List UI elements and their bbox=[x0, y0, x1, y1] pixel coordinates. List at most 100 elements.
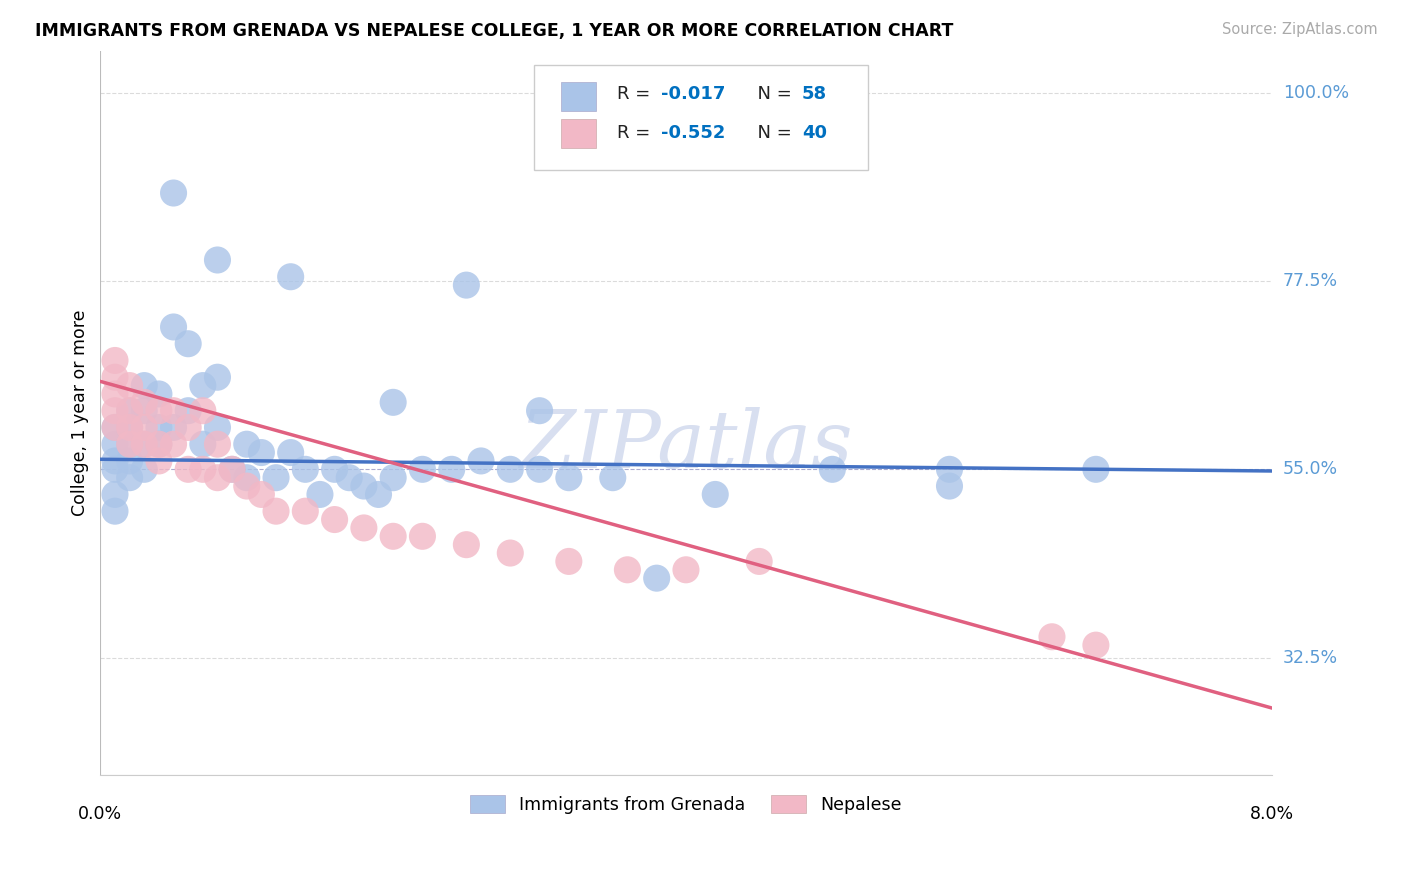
Point bbox=[382, 529, 405, 543]
Point bbox=[645, 571, 668, 585]
Point bbox=[104, 387, 127, 401]
Text: 77.5%: 77.5% bbox=[1282, 272, 1339, 290]
Point bbox=[264, 504, 287, 518]
Text: 0.0%: 0.0% bbox=[79, 805, 122, 823]
Point bbox=[191, 437, 214, 451]
Legend: Immigrants from Grenada, Nepalese: Immigrants from Grenada, Nepalese bbox=[464, 788, 908, 821]
Point bbox=[134, 403, 156, 417]
Text: R =: R = bbox=[617, 123, 655, 142]
Point bbox=[207, 252, 229, 267]
Point bbox=[191, 403, 214, 417]
Point bbox=[148, 454, 170, 468]
Point bbox=[411, 529, 433, 543]
Point bbox=[191, 378, 214, 392]
Point bbox=[236, 471, 259, 485]
Point bbox=[337, 471, 360, 485]
Text: 55.0%: 55.0% bbox=[1282, 460, 1339, 478]
Point bbox=[104, 420, 127, 434]
Point bbox=[221, 462, 243, 476]
Point bbox=[748, 554, 770, 568]
Text: -0.017: -0.017 bbox=[661, 85, 725, 103]
Point bbox=[294, 504, 316, 518]
Point bbox=[529, 403, 551, 417]
Point bbox=[704, 487, 727, 501]
Point bbox=[558, 471, 581, 485]
Point bbox=[280, 269, 302, 284]
Point bbox=[207, 370, 229, 384]
Point bbox=[558, 554, 581, 568]
Point bbox=[134, 462, 156, 476]
Point bbox=[134, 420, 156, 434]
Point bbox=[602, 471, 624, 485]
Point bbox=[118, 471, 141, 485]
Point bbox=[134, 437, 156, 451]
Point bbox=[134, 395, 156, 409]
Point bbox=[148, 387, 170, 401]
Point bbox=[440, 462, 463, 476]
Text: -0.552: -0.552 bbox=[661, 123, 725, 142]
Point bbox=[118, 437, 141, 451]
Point bbox=[118, 454, 141, 468]
Point bbox=[1084, 462, 1107, 476]
Point bbox=[236, 479, 259, 493]
Point bbox=[177, 336, 200, 351]
Point bbox=[207, 420, 229, 434]
Y-axis label: College, 1 year or more: College, 1 year or more bbox=[72, 310, 89, 516]
Point bbox=[1084, 638, 1107, 652]
Point bbox=[134, 378, 156, 392]
Point bbox=[309, 487, 332, 501]
Point bbox=[118, 403, 141, 417]
Point bbox=[104, 403, 127, 417]
Point bbox=[118, 378, 141, 392]
Point bbox=[236, 437, 259, 451]
Point bbox=[104, 504, 127, 518]
Text: 8.0%: 8.0% bbox=[1250, 805, 1294, 823]
Point bbox=[104, 462, 127, 476]
Point bbox=[499, 462, 522, 476]
Point bbox=[207, 471, 229, 485]
Point bbox=[529, 462, 551, 476]
Point bbox=[353, 479, 375, 493]
FancyBboxPatch shape bbox=[561, 82, 596, 111]
Point bbox=[382, 471, 405, 485]
Point bbox=[280, 445, 302, 459]
Point bbox=[294, 462, 316, 476]
Point bbox=[104, 454, 127, 468]
Point bbox=[118, 403, 141, 417]
Point bbox=[616, 563, 638, 577]
Point bbox=[411, 462, 433, 476]
Text: ZIPatlas: ZIPatlas bbox=[519, 407, 852, 484]
Point bbox=[323, 512, 346, 526]
Point bbox=[162, 320, 184, 334]
Point bbox=[221, 462, 243, 476]
Point bbox=[323, 462, 346, 476]
Point bbox=[162, 420, 184, 434]
Point bbox=[177, 403, 200, 417]
Point bbox=[499, 546, 522, 560]
Point bbox=[104, 370, 127, 384]
Point bbox=[104, 420, 127, 434]
Text: IMMIGRANTS FROM GRENADA VS NEPALESE COLLEGE, 1 YEAR OR MORE CORRELATION CHART: IMMIGRANTS FROM GRENADA VS NEPALESE COLL… bbox=[35, 22, 953, 40]
Point bbox=[207, 437, 229, 451]
Point bbox=[118, 420, 141, 434]
Text: R =: R = bbox=[617, 85, 655, 103]
Point bbox=[177, 462, 200, 476]
Point bbox=[264, 471, 287, 485]
Point bbox=[118, 420, 141, 434]
Point bbox=[938, 479, 960, 493]
Text: N =: N = bbox=[745, 123, 797, 142]
Text: 58: 58 bbox=[801, 85, 827, 103]
Point bbox=[104, 353, 127, 368]
Point bbox=[1040, 630, 1063, 644]
Point bbox=[134, 437, 156, 451]
Point bbox=[177, 420, 200, 434]
Point bbox=[456, 278, 478, 293]
Point bbox=[104, 487, 127, 501]
Point bbox=[148, 420, 170, 434]
Point bbox=[162, 437, 184, 451]
Point bbox=[148, 437, 170, 451]
Text: 40: 40 bbox=[801, 123, 827, 142]
Point bbox=[162, 186, 184, 200]
Point bbox=[148, 403, 170, 417]
Point bbox=[148, 437, 170, 451]
